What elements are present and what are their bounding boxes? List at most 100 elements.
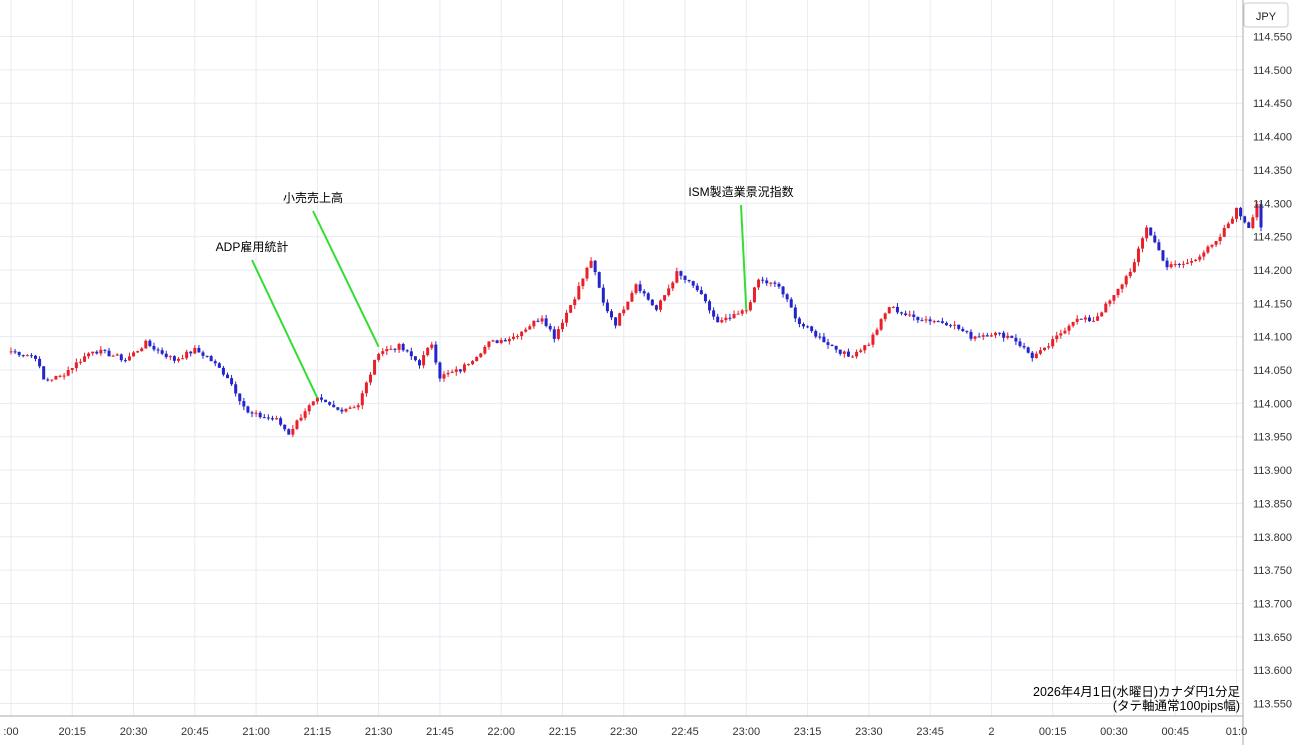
candle-body (279, 418, 282, 425)
candle-body (876, 330, 879, 335)
annotations: ADP雇用統計 小売売上高 ISM製造業景況指数 (216, 184, 794, 398)
candle-body (933, 321, 936, 322)
x-tick-label: 23:15 (794, 726, 822, 738)
candle-body (373, 360, 376, 375)
x-tick-label: 00:30 (1100, 726, 1128, 738)
candle-body (851, 356, 854, 357)
candle-body (1251, 217, 1254, 228)
candle-body (635, 284, 638, 293)
candle-body (659, 300, 662, 309)
candle-body (459, 369, 462, 371)
candle-body (447, 373, 450, 374)
candle-body (1059, 333, 1062, 335)
candle-body (496, 340, 499, 343)
candle-body (773, 283, 776, 284)
candle-body (1166, 261, 1169, 268)
candle-body (1080, 319, 1083, 320)
candle-body (916, 317, 919, 320)
candle-body (647, 293, 650, 299)
candle-body (1219, 237, 1222, 241)
candle-body (737, 314, 740, 315)
y-tick-label: 113.650 (1253, 632, 1292, 644)
candle-body (1108, 301, 1111, 304)
candle-body (1010, 336, 1013, 338)
candle-body (831, 345, 834, 346)
candle-body (765, 280, 768, 283)
candle-body (1088, 317, 1091, 321)
candle-body (728, 318, 731, 319)
candle-body (1006, 336, 1009, 338)
y-tick-label: 114.000 (1253, 398, 1292, 410)
candle-body (14, 351, 17, 352)
candle-body (663, 295, 666, 300)
candle-body (1243, 216, 1246, 222)
candle-body (201, 352, 204, 355)
x-tick-label: 23:00 (733, 726, 761, 738)
candle-body (1023, 346, 1026, 347)
annotation-label: ADP雇用統計 (216, 239, 289, 254)
candle-body (483, 347, 486, 354)
y-tick-label: 114.100 (1253, 332, 1292, 344)
candle-body (353, 407, 356, 408)
candle-body (986, 335, 989, 336)
candle-body (1055, 336, 1058, 340)
candle-body (1112, 295, 1115, 301)
candle-body (769, 283, 772, 284)
candle-body (1092, 321, 1095, 322)
candle-body (1202, 252, 1205, 256)
candle-body (814, 331, 817, 337)
candle-body (71, 368, 74, 370)
y-tick-label: 113.850 (1253, 498, 1292, 510)
candle-body (295, 420, 298, 429)
candle-body (255, 413, 258, 414)
candle-body (961, 329, 964, 331)
candle-body (46, 380, 49, 381)
candle-body (990, 335, 993, 336)
candle-body (1035, 354, 1038, 358)
candle-body (206, 356, 209, 357)
candle-body (22, 355, 25, 356)
candle-body (598, 272, 601, 288)
candle-body (700, 290, 703, 294)
candle-body (410, 351, 413, 356)
candle-body (30, 355, 33, 356)
candle-body (957, 325, 960, 329)
candle-body (692, 281, 695, 286)
candle-body (169, 356, 172, 357)
candle-body (512, 337, 515, 339)
candle-body (651, 300, 654, 306)
candle-body (18, 352, 21, 355)
candle-body (1231, 219, 1234, 224)
candle-body (377, 354, 380, 360)
candle-body (835, 346, 838, 350)
candle-body (724, 318, 727, 320)
candle-body (994, 333, 997, 336)
candle-body (508, 339, 511, 341)
candle-body (974, 336, 977, 338)
candle-body (904, 313, 907, 315)
candle-body (161, 350, 164, 354)
candle-body (418, 360, 421, 365)
x-tick-label: 20:45 (181, 726, 209, 738)
x-tick-label: 22:15 (549, 726, 577, 738)
candle-body (365, 383, 368, 394)
candle-body (847, 352, 850, 357)
candle-body (398, 344, 401, 350)
candle-body (953, 325, 956, 326)
candle-body (443, 374, 446, 378)
candle-body (148, 341, 151, 346)
candle-body (1039, 350, 1042, 354)
candle-body (965, 331, 968, 332)
candle-body (896, 307, 899, 312)
candle-body (708, 301, 711, 310)
candle-body (1121, 284, 1124, 288)
candle-body (124, 360, 127, 361)
candle-body (128, 356, 131, 360)
y-tick-label: 114.300 (1253, 198, 1292, 210)
candle-body (790, 299, 793, 307)
x-tick-label: 21:45 (426, 726, 454, 738)
candle-body (545, 318, 548, 326)
candle-body (324, 400, 327, 402)
candle-body (340, 410, 343, 412)
